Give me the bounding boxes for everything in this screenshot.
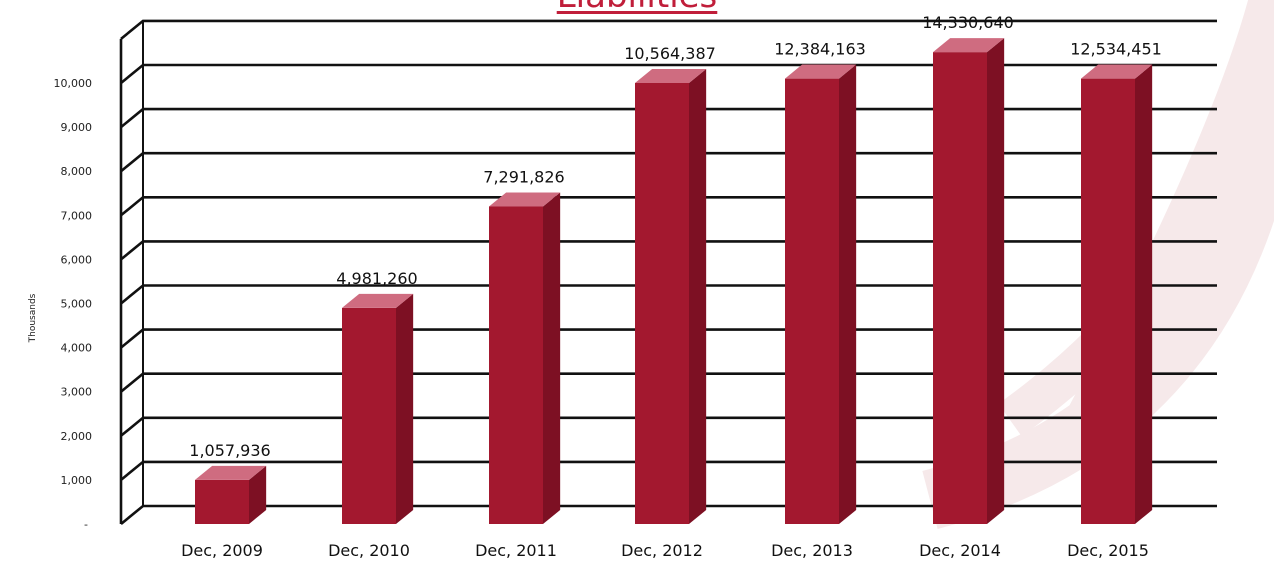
bar-front — [933, 52, 987, 524]
y-tick-label: 7,000 — [61, 209, 93, 222]
y-tick-label: 6,000 — [61, 253, 93, 266]
data-label: 12,384,163 — [774, 40, 866, 59]
x-tick-label: Dec, 2010 — [328, 541, 410, 560]
bar-side — [396, 293, 414, 524]
bar-top — [1081, 64, 1153, 79]
bar-top — [489, 192, 561, 207]
x-tick-label: Dec, 2015 — [1067, 541, 1149, 560]
bar-side — [689, 68, 707, 525]
bar — [342, 293, 414, 524]
bar-top — [785, 64, 857, 79]
bar — [933, 38, 1005, 525]
bar-top — [635, 68, 707, 83]
y-tick-label: 1,000 — [61, 474, 93, 487]
bar-top — [195, 465, 267, 480]
y-tick-label: 5,000 — [61, 298, 93, 311]
y-tick-label: 8,000 — [61, 165, 93, 178]
x-tick-label: Dec, 2012 — [621, 541, 703, 560]
y-tick-label: 9,000 — [61, 121, 93, 134]
x-axis-labels: Dec, 2009 Dec, 2010 Dec, 2011 Dec, 2012 Dec,… — [181, 541, 1149, 560]
x-tick-label: Dec, 2011 — [475, 541, 557, 560]
bar-front — [1081, 78, 1135, 524]
bar-front — [195, 479, 249, 524]
x-tick-label: Dec, 2009 — [181, 541, 263, 560]
bar-front — [635, 83, 689, 524]
data-label: 4,981,260 — [336, 269, 417, 288]
y-tick-label: 2,000 — [61, 430, 93, 443]
page-title: Liabilities — [0, 0, 1274, 16]
data-label: 7,291,826 — [483, 167, 564, 186]
bar-front — [342, 307, 396, 524]
bar — [489, 192, 561, 525]
data-label: 1,057,936 — [189, 441, 270, 460]
bar — [785, 64, 857, 525]
x-tick-label: Dec, 2014 — [919, 541, 1001, 560]
y-tick-label: 10,000 — [54, 77, 93, 90]
y-tick-label: 3,000 — [61, 386, 93, 399]
watermark-arc — [922, 76, 1274, 530]
bar-side — [1135, 64, 1153, 525]
chart-grid — [119, 19, 1217, 526]
data-label: 12,534,451 — [1070, 40, 1162, 59]
y-axis-ticks: - 1,000 2,000 3,000 4,000 5,000 6,000 7,000 8,00… — [54, 77, 93, 531]
bar-front — [785, 78, 839, 524]
data-labels: 1,057,936 4,981,260 7,291,826 10,564,387 12,… — [189, 13, 1162, 460]
bar-top — [933, 38, 1005, 53]
gridline — [120, 19, 1217, 40]
data-label: 14,330,640 — [922, 13, 1014, 32]
x-tick-label: Dec, 2013 — [771, 541, 853, 560]
y-tick-label: - — [84, 518, 88, 531]
bar-side — [249, 465, 267, 524]
bar-front — [489, 206, 543, 525]
data-label: 10,564,387 — [624, 44, 716, 63]
bar-top — [342, 293, 414, 308]
bar — [1081, 64, 1153, 525]
bar-side — [839, 64, 857, 525]
bar — [195, 465, 267, 524]
bar-side — [987, 38, 1005, 525]
y-axis-title: Thousands — [28, 293, 38, 343]
bar — [635, 68, 707, 525]
y-tick-label: 4,000 — [61, 342, 93, 355]
bar-side — [543, 192, 561, 524]
bars — [195, 38, 1153, 525]
